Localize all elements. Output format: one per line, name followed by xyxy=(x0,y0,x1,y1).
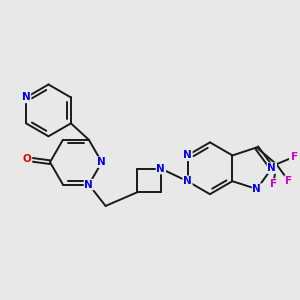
Text: N: N xyxy=(183,150,192,160)
Text: F: F xyxy=(285,176,292,186)
Text: N: N xyxy=(85,180,93,190)
Text: N: N xyxy=(22,92,30,102)
Text: F: F xyxy=(270,179,277,189)
Text: N: N xyxy=(98,157,106,167)
Text: N: N xyxy=(183,176,192,186)
Text: N: N xyxy=(253,184,261,194)
Text: N: N xyxy=(268,163,276,173)
Text: N: N xyxy=(157,164,165,174)
Text: F: F xyxy=(291,152,298,162)
Text: O: O xyxy=(23,154,32,164)
